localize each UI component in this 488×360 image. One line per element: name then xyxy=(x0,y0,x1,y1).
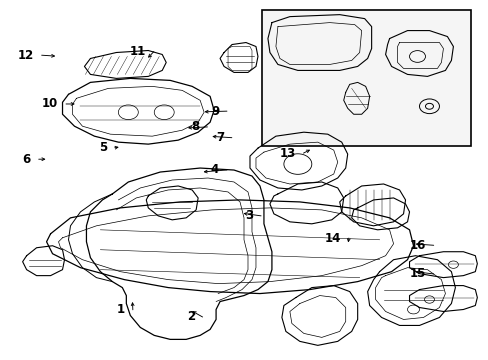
Text: 3: 3 xyxy=(244,210,253,222)
Text: 12: 12 xyxy=(18,49,34,62)
Text: 1: 1 xyxy=(117,303,125,316)
Text: 15: 15 xyxy=(408,267,425,280)
Text: 2: 2 xyxy=(186,310,194,324)
Text: 4: 4 xyxy=(210,163,219,176)
Text: 11: 11 xyxy=(129,45,146,58)
Bar xyxy=(261,10,470,146)
Text: 10: 10 xyxy=(42,98,58,111)
Text: 9: 9 xyxy=(210,105,219,118)
Text: 16: 16 xyxy=(408,239,425,252)
Text: 13: 13 xyxy=(279,147,295,159)
Text: 8: 8 xyxy=(191,121,199,134)
Text: 6: 6 xyxy=(22,153,31,166)
Text: 7: 7 xyxy=(216,131,224,144)
Text: 5: 5 xyxy=(99,141,107,154)
Text: 14: 14 xyxy=(324,231,340,244)
